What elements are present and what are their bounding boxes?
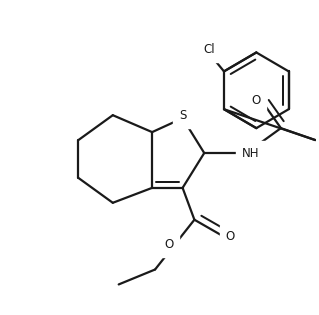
Text: O: O: [251, 94, 260, 107]
Text: Cl: Cl: [204, 43, 215, 56]
Text: S: S: [179, 109, 186, 122]
Text: O: O: [226, 230, 235, 243]
Text: O: O: [165, 238, 174, 251]
Text: NH: NH: [241, 146, 259, 159]
